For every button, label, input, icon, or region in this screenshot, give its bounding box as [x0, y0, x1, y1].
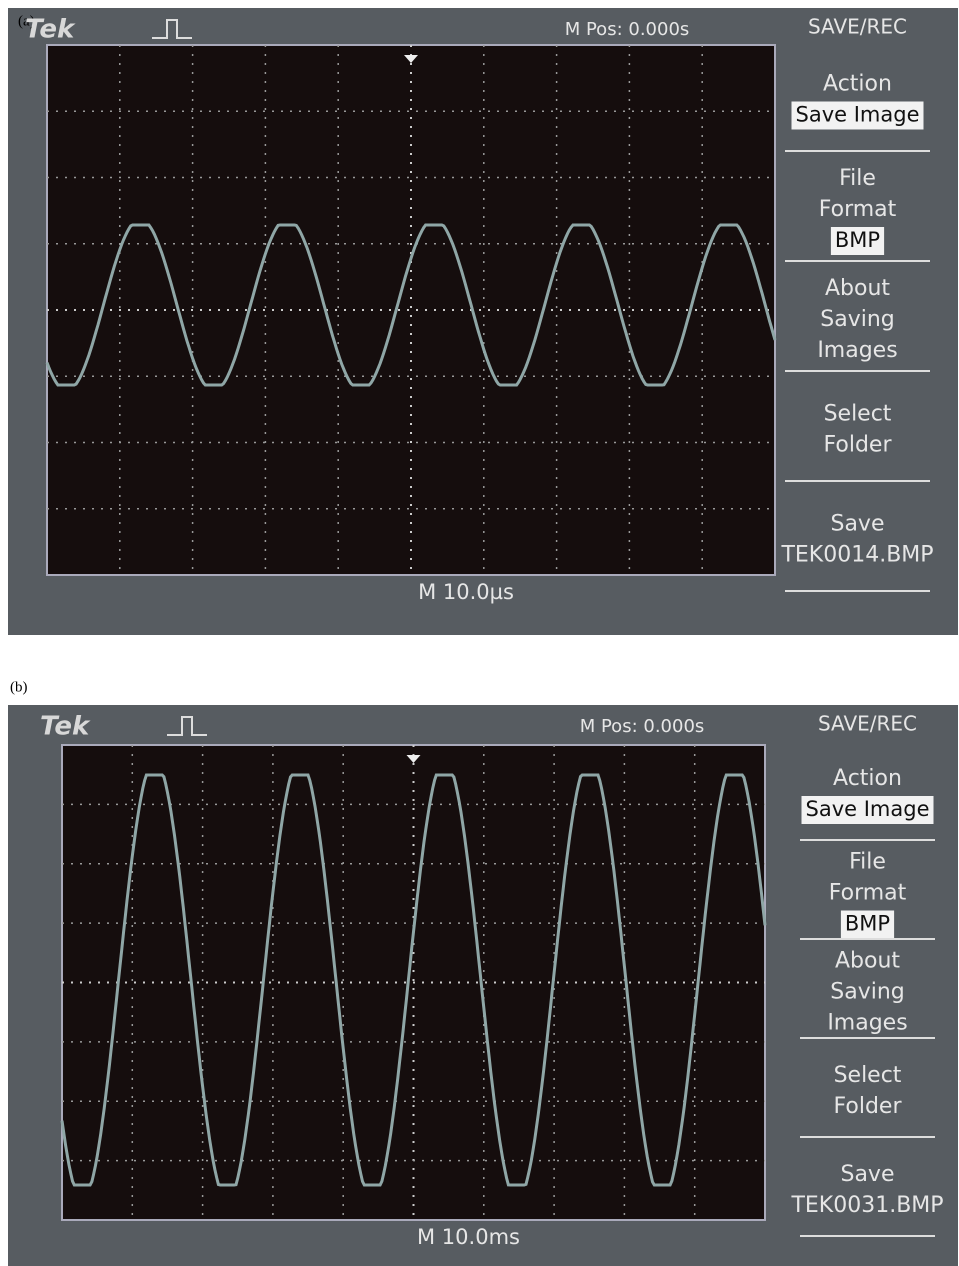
- timebase-readout: M 10.0µs: [418, 580, 514, 604]
- menu-item-text[interactable]: TEK0014.BMP: [780, 543, 933, 568]
- menu-value-box: [830, 227, 885, 255]
- position-readout: M Pos: 0.000s: [580, 716, 705, 737]
- menu-item-text[interactable]: Save: [830, 512, 884, 537]
- menu-item-text[interactable]: Saving: [820, 307, 895, 332]
- menu-item-text[interactable]: File: [839, 166, 876, 191]
- menu-item-text[interactable]: About: [825, 276, 890, 301]
- menu-item-text[interactable]: File: [849, 850, 886, 875]
- trigger-marker: [404, 55, 418, 63]
- menu-value[interactable]: BMP: [835, 228, 880, 252]
- position-readout: M Pos: 0.000s: [565, 19, 690, 40]
- panel-label: (b): [10, 679, 28, 695]
- menu-item-text[interactable]: Action: [823, 72, 892, 97]
- menu-value[interactable]: BMP: [845, 912, 890, 936]
- menu-item-text[interactable]: Format: [829, 881, 907, 906]
- menu-item-text[interactable]: Format: [819, 197, 897, 222]
- menu-item-text[interactable]: Select: [834, 1063, 902, 1088]
- menu-item-text[interactable]: Folder: [824, 433, 893, 458]
- menu-value[interactable]: Save Image: [796, 103, 920, 127]
- menu-value-box: [801, 796, 934, 824]
- menu-item-text[interactable]: About: [835, 949, 900, 974]
- trigger-icon: [167, 716, 207, 736]
- menu-item-text[interactable]: Images: [817, 338, 897, 363]
- menu-item-text[interactable]: Folder: [834, 1094, 903, 1119]
- menu-value-box: [840, 910, 895, 939]
- waveform: [60, 773, 767, 1187]
- waveform: [45, 223, 777, 387]
- menu-value-box: [791, 101, 924, 130]
- timebase-readout: M 10.0ms: [417, 1225, 520, 1249]
- trigger-marker: [406, 755, 421, 763]
- menu-item-text[interactable]: Saving: [830, 980, 905, 1005]
- trigger-icon: [152, 19, 192, 39]
- brand: Tek: [40, 712, 91, 742]
- menu-item-text[interactable]: Action: [833, 766, 902, 791]
- menu-item-text[interactable]: TEK0031.BMP: [790, 1193, 943, 1218]
- menu-item-text[interactable]: Images: [827, 1011, 907, 1036]
- menu-title: SAVE/REC: [808, 15, 907, 39]
- menu-item-text[interactable]: Select: [824, 402, 892, 427]
- panel-label: (a): [18, 13, 35, 29]
- menu-value[interactable]: Save Image: [806, 797, 930, 821]
- brand: Tek: [25, 15, 76, 45]
- menu-item-text[interactable]: Save: [840, 1162, 894, 1187]
- menu-title: SAVE/REC: [818, 712, 917, 736]
